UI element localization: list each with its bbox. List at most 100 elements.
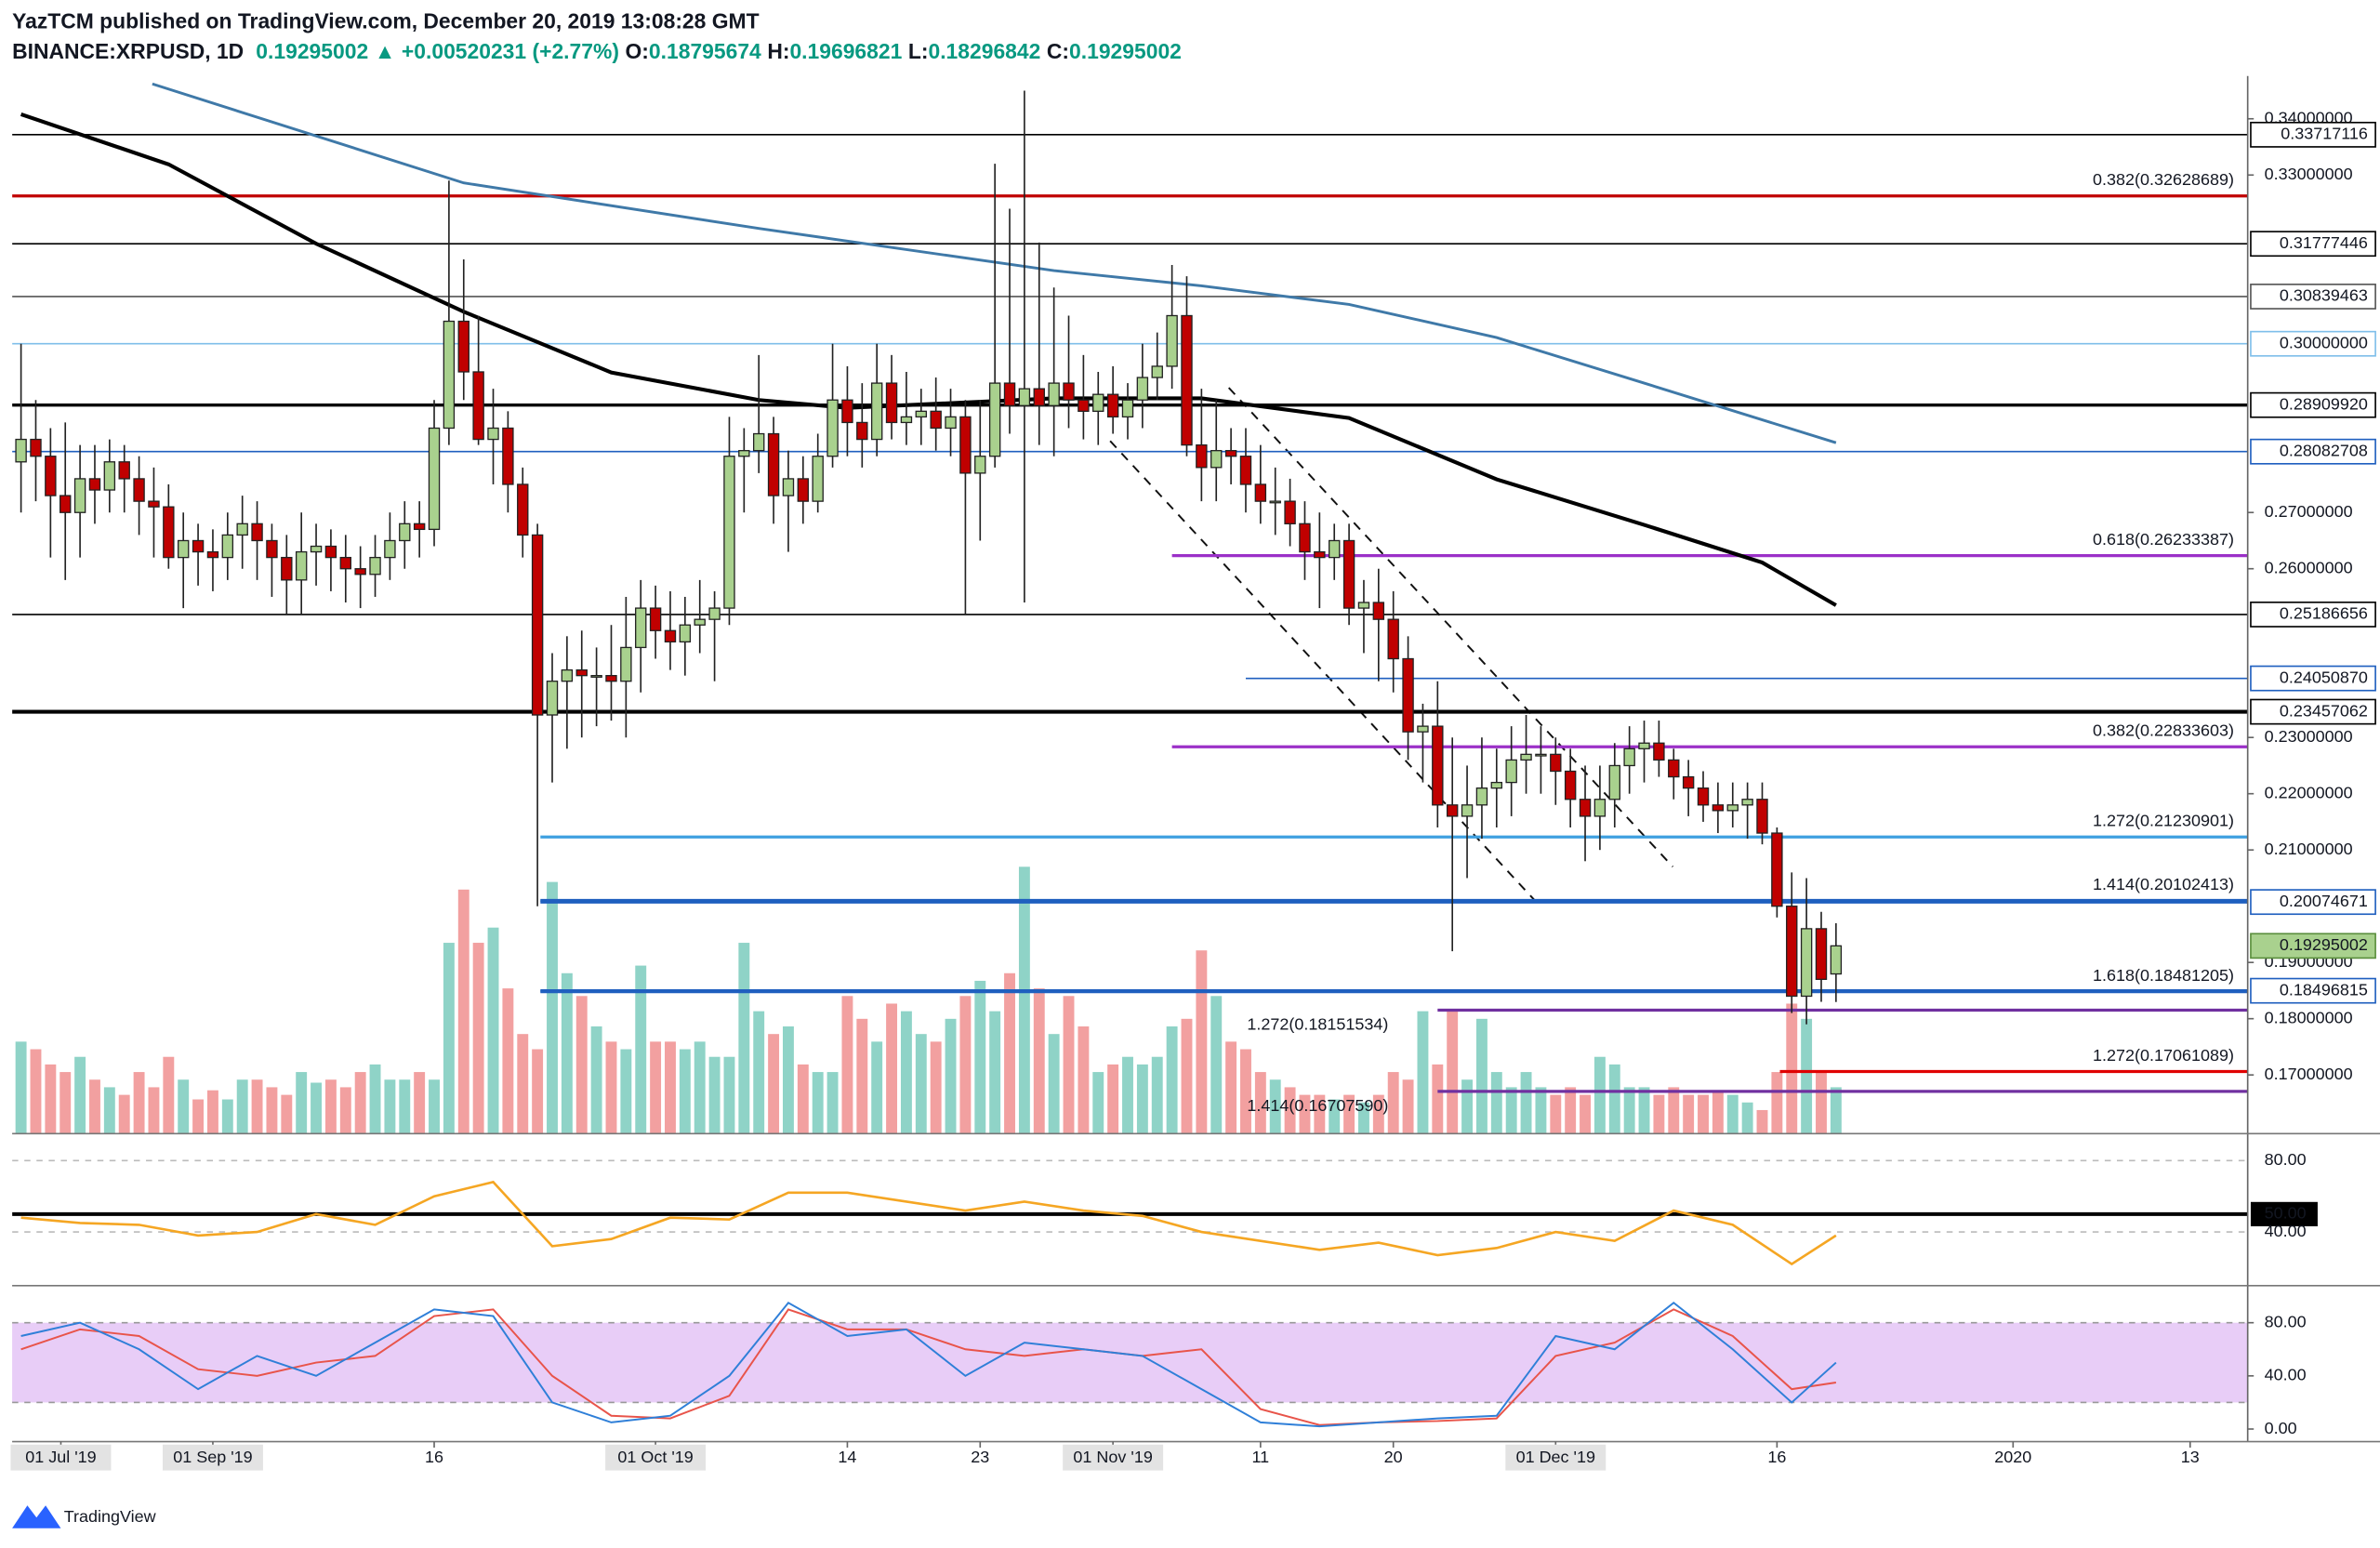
level-tag: 0.25186656 xyxy=(2280,604,2368,623)
x-tick-box xyxy=(1063,1444,1164,1471)
candle-body xyxy=(413,523,426,531)
candle-body xyxy=(649,607,662,631)
level-tag: 0.20074671 xyxy=(2280,892,2368,910)
candle-body xyxy=(988,382,1001,457)
volume-bar xyxy=(236,1079,248,1133)
volume-bar xyxy=(1004,972,1015,1133)
x-tick-label: 13 xyxy=(2181,1448,2200,1466)
volume-bar xyxy=(679,1049,691,1133)
brand: TradingView xyxy=(64,1507,157,1526)
candle-body xyxy=(605,675,617,682)
x-tick-label: 01 Jul '19 xyxy=(25,1448,96,1466)
axis-layer: 0.340000000.330000000.270000000.26000000… xyxy=(10,75,2380,1471)
rsi-tick-label: 50.00 xyxy=(2265,1204,2307,1223)
volume-bar xyxy=(871,1041,883,1133)
candle-body xyxy=(118,461,130,480)
candle-body xyxy=(856,421,868,441)
volume-bar xyxy=(118,1094,130,1133)
candle-body xyxy=(1417,725,1429,733)
x-tick-label: 01 Oct '19 xyxy=(617,1448,693,1466)
candle-body xyxy=(1520,753,1532,761)
volume-bar xyxy=(590,1026,602,1133)
candle-body xyxy=(354,568,366,576)
volume-bar xyxy=(1520,1072,1532,1133)
volume-bar xyxy=(1033,988,1045,1133)
volume-bar xyxy=(1712,1090,1724,1133)
candle-body xyxy=(15,438,27,463)
candle-body xyxy=(60,495,72,513)
candle-body xyxy=(1490,781,1503,789)
o-label: O: xyxy=(626,39,649,63)
volume-bar xyxy=(561,972,573,1133)
stoch-d-line xyxy=(20,1308,1837,1426)
volume-bar xyxy=(45,1064,57,1133)
candle-body xyxy=(1461,804,1474,817)
fib-label: 1.414(0.16707590) xyxy=(1247,1096,1388,1115)
x-tick-label: 01 Nov '19 xyxy=(1073,1448,1152,1466)
volume-bar xyxy=(103,1087,115,1133)
fib-label: 1.272(0.18151534) xyxy=(1247,1015,1388,1034)
volume-bar xyxy=(502,988,514,1133)
volume-bar xyxy=(163,1056,175,1133)
candle-body xyxy=(738,450,750,457)
candle-body xyxy=(192,539,205,553)
volume-bar xyxy=(89,1079,100,1133)
last-price-label: 0.19295002 xyxy=(2280,935,2368,954)
candle-body xyxy=(782,478,795,496)
candle-body xyxy=(472,371,484,441)
candle-body xyxy=(575,668,588,677)
price-tag xyxy=(2250,977,2376,1004)
x-tick-label: 2020 xyxy=(1994,1448,2031,1466)
volume-bar xyxy=(1343,1094,1355,1133)
level-tag: 0.18496815 xyxy=(2280,980,2368,999)
volume-bar xyxy=(620,1049,632,1133)
candle-body xyxy=(1638,742,1650,749)
candle-body xyxy=(457,320,469,373)
candle-body xyxy=(1786,906,1798,998)
fib-label: 1.414(0.20102413) xyxy=(2093,875,2234,893)
volume-bar xyxy=(1447,1011,1459,1133)
x-tick-label: 16 xyxy=(425,1448,443,1466)
volume-bar xyxy=(1756,1109,1768,1133)
publisher: YazTCM published on TradingView.com, Dec… xyxy=(12,9,760,33)
volume-bar xyxy=(1638,1087,1650,1133)
volume-bar xyxy=(1299,1094,1311,1133)
volume-bar xyxy=(1018,867,1030,1133)
volume-bar xyxy=(1402,1079,1414,1133)
candle-body xyxy=(1078,399,1090,412)
candle-body xyxy=(1815,928,1828,980)
fib-label: 1.272(0.21230901) xyxy=(2093,812,2234,830)
volume-bar xyxy=(443,943,455,1133)
candle-body xyxy=(1800,928,1813,998)
x-tick-label: 23 xyxy=(971,1448,989,1466)
candle-body xyxy=(1210,450,1223,469)
candle-body xyxy=(708,607,721,620)
volume-bar xyxy=(517,1034,529,1133)
candle-body xyxy=(428,427,441,531)
y-tick-label: 0.33000000 xyxy=(2265,165,2353,183)
volume-layer xyxy=(15,867,1842,1133)
candle-body xyxy=(1299,523,1311,553)
candle-body xyxy=(752,432,765,452)
level-tag: 0.28909920 xyxy=(2280,394,2368,413)
volume-bar xyxy=(1078,1026,1090,1133)
candle-body xyxy=(73,478,86,513)
volume-bar xyxy=(354,1072,366,1133)
volume-bar xyxy=(1432,1064,1444,1133)
candle-body xyxy=(1505,759,1517,784)
x-tick-label: 01 Sep '19 xyxy=(173,1448,252,1466)
level-tag: 0.24050870 xyxy=(2280,668,2368,686)
fib-label: 0.618(0.26233387) xyxy=(2093,530,2234,549)
volume-bar xyxy=(532,1049,544,1133)
candle-body xyxy=(1579,799,1592,817)
price-tag xyxy=(2250,438,2376,465)
candle-body xyxy=(1269,500,1281,504)
candle-body xyxy=(885,382,898,424)
arrow: ▲ xyxy=(375,39,396,63)
volume-bar xyxy=(487,927,499,1133)
volume-bar xyxy=(1741,1102,1753,1133)
rsi-line xyxy=(20,1180,1837,1266)
l: 0.18296842 xyxy=(928,39,1040,63)
volume-bar xyxy=(797,1064,809,1133)
volume-bar xyxy=(665,1041,676,1133)
